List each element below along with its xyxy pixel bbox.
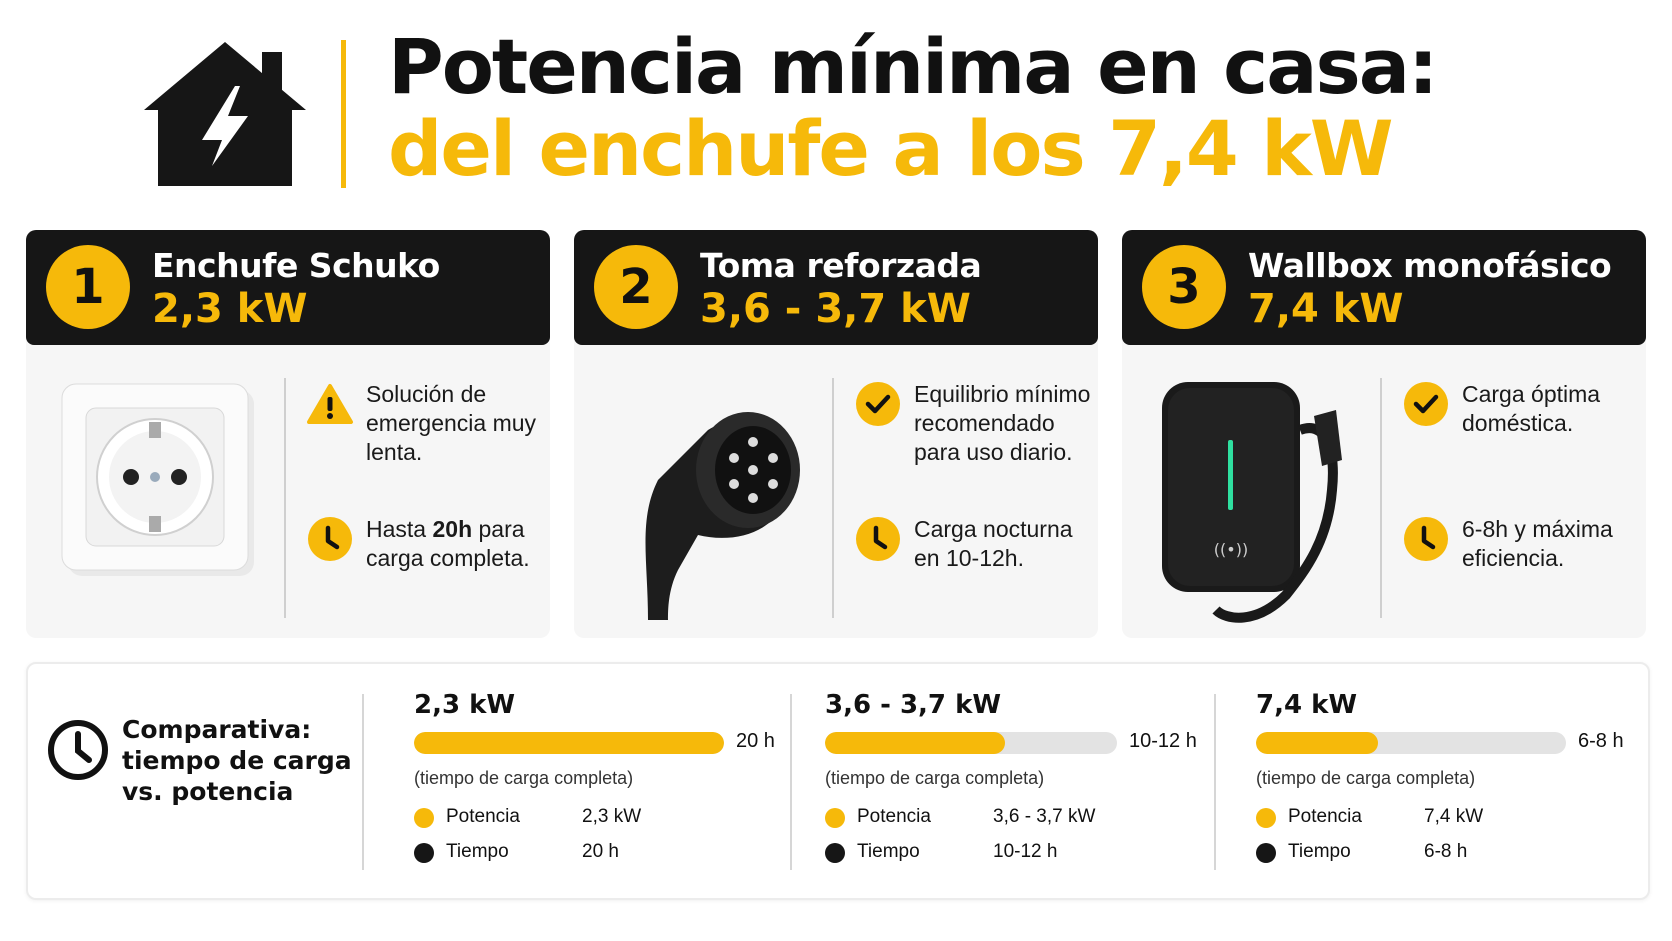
card-power: 2,3 kW: [152, 286, 308, 332]
legend-value: 10-12 h: [993, 841, 1058, 862]
item-text-part: Carga nocturna en 10-12h.: [914, 516, 1073, 571]
card-image: [61, 383, 254, 576]
house-icon: [144, 42, 306, 186]
card-item: Equilibrio mínimo recomendado para uso d…: [854, 380, 1094, 467]
legend-dot: [414, 808, 434, 828]
divider: [790, 694, 792, 870]
item-icon: [856, 517, 900, 561]
time-bar-track: [414, 732, 724, 754]
item-icon: [307, 384, 353, 424]
section-caption: (tiempo de carga completa): [414, 768, 634, 788]
item-icon: [1404, 517, 1448, 561]
card-power: 3,6 - 3,7 kW: [700, 286, 971, 332]
card-divider: [832, 378, 834, 618]
section-time: 6-8 h: [1578, 730, 1624, 752]
card-item: Carga nocturna en 10-12h.: [854, 515, 1094, 573]
item-text-part: Hasta: [366, 516, 433, 542]
card-number: 2: [594, 245, 678, 329]
card-item: Solución de emergencia muy lenta.: [306, 380, 546, 467]
legend-dot: [825, 843, 845, 863]
legend-dot: [1256, 808, 1276, 828]
item-text-part: para carga completa.: [366, 516, 530, 571]
time-bar-fill: [1256, 732, 1378, 754]
section-power: 2,3 kW: [414, 690, 516, 720]
legend-dot: [1256, 843, 1276, 863]
clock-icon: [48, 720, 108, 780]
card-name: Wallbox monofásico: [1248, 246, 1612, 285]
item-text-part: Solución de emergencia muy lenta.: [366, 381, 537, 465]
card-item: 6-8h y máxima eficiencia.: [1402, 515, 1642, 573]
legend-value: 20 h: [582, 841, 619, 862]
time-bar-track: [825, 732, 1117, 754]
legend-dot: [825, 808, 845, 828]
card-name: Enchufe Schuko: [152, 246, 440, 285]
card-name: Toma reforzada: [700, 246, 982, 285]
item-icon: [856, 382, 900, 426]
item-text: Carga nocturna en 10-12h.: [914, 515, 1094, 573]
card: 2 Toma reforzada 3,6 - 3,7 kW Equilibrio mí…: [574, 230, 1098, 638]
item-text-part: 6-8h y máxima eficiencia.: [1462, 516, 1613, 571]
card-image: [645, 412, 800, 620]
item-text: Carga óptima doméstica.: [1462, 380, 1642, 438]
item-text: Hasta 20h para carga completa.: [366, 515, 546, 573]
card-header: 2 Toma reforzada 3,6 - 3,7 kW: [574, 230, 1098, 345]
item-text: Solución de emergencia muy lenta.: [366, 380, 546, 467]
card-number: 1: [46, 245, 130, 329]
item-text: Equilibrio mínimo recomendado para uso d…: [914, 380, 1094, 467]
svg-text:((•)): ((•)): [1214, 540, 1248, 559]
card-image: ((•)): [1162, 382, 1342, 623]
card: 3 Wallbox monofásico 7,4 kW ((•)) Carga ópti…: [1122, 230, 1646, 638]
item-text-part: Equilibrio mínimo recomendado para uso d…: [914, 381, 1091, 465]
legend-label: Tiempo: [857, 841, 920, 862]
legend-value: 2,3 kW: [582, 806, 642, 827]
comparison-section: 2,3 kW 20 h (tiempo de carga completa) Pote…: [414, 664, 804, 894]
time-bar-fill: [414, 732, 724, 754]
section-power: 3,6 - 3,7 kW: [825, 690, 1002, 720]
section-caption: (tiempo de carga completa): [1256, 768, 1476, 788]
legend-value: 7,4 kW: [1424, 806, 1484, 827]
legend-label: Tiempo: [446, 841, 509, 862]
card-divider: [1380, 378, 1382, 618]
card-item: Hasta 20h para carga completa.: [306, 515, 546, 573]
title: Potencia mínima en casa:: [388, 22, 1438, 111]
section-time: 10-12 h: [1129, 730, 1197, 752]
title-divider: [341, 40, 346, 188]
legend-label: Potencia: [857, 806, 931, 827]
section-power: 7,4 kW: [1256, 690, 1358, 720]
card-header: 3 Wallbox monofásico 7,4 kW: [1122, 230, 1646, 345]
divider: [362, 694, 364, 870]
card-power: 7,4 kW: [1248, 286, 1404, 332]
legend-label: Potencia: [446, 806, 520, 827]
legend-value: 6-8 h: [1424, 841, 1468, 862]
item-text: 6-8h y máxima eficiencia.: [1462, 515, 1642, 573]
section-time: 20 h: [736, 730, 775, 752]
legend-dot: [414, 843, 434, 863]
card-number: 3: [1142, 245, 1226, 329]
comparison-panel: Comparativa: tiempo de carga vs. potenci…: [26, 662, 1650, 900]
card-header: 1 Enchufe Schuko 2,3 kW: [26, 230, 550, 345]
section-caption: (tiempo de carga completa): [825, 768, 1045, 788]
card-item: Carga óptima doméstica.: [1402, 380, 1642, 438]
legend-label: Tiempo: [1288, 841, 1351, 862]
time-bar-track: [1256, 732, 1566, 754]
legend-label: Potencia: [1288, 806, 1362, 827]
time-bar-fill: [825, 732, 1005, 754]
item-text-part: Carga óptima doméstica.: [1462, 381, 1601, 436]
comparison-section: 3,6 - 3,7 kW 10-12 h (tiempo de carga comp…: [825, 664, 1215, 894]
card: 1 Enchufe Schuko 2,3 kW Solución de emergen…: [26, 230, 550, 638]
item-text-bold: 20h: [432, 516, 473, 542]
card-divider: [284, 378, 286, 618]
legend-value: 3,6 - 3,7 kW: [993, 806, 1096, 827]
subtitle: del enchufe a los 7,4 kW: [388, 104, 1394, 193]
item-icon: [308, 517, 352, 561]
divider: [1214, 694, 1216, 870]
comparison-title: Comparativa: tiempo de carga vs. potenci…: [122, 715, 352, 806]
comparison-section: 7,4 kW 6-8 h (tiempo de carga completa) Pot…: [1256, 664, 1646, 894]
item-icon: [1404, 382, 1448, 426]
